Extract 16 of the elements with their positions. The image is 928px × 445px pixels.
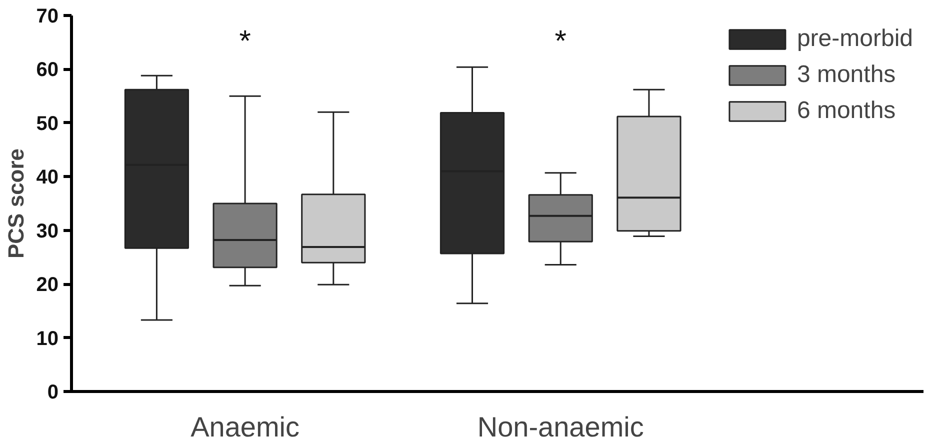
y-tick-label: 40 — [36, 166, 59, 189]
y-tick-label: 20 — [36, 274, 59, 296]
legend-label: 6 months — [796, 97, 896, 125]
y-tick-label: 0 — [47, 382, 58, 404]
y-tick-label: 50 — [36, 112, 59, 135]
annotation: * — [554, 25, 567, 58]
x-tick-label: Anaemic — [190, 412, 300, 442]
annotation: * — [239, 25, 252, 58]
y-axis-title: PCS score — [3, 148, 28, 259]
legend-label: pre-morbid — [796, 25, 913, 53]
y-tick-label: 30 — [36, 220, 59, 242]
y-tick-label: 60 — [36, 59, 59, 82]
legend-label: 3 months — [796, 61, 896, 89]
y-tick-label: 70 — [36, 6, 59, 28]
x-tick-label: Non-anaemic — [477, 412, 644, 442]
y-tick-label: 10 — [36, 328, 59, 350]
